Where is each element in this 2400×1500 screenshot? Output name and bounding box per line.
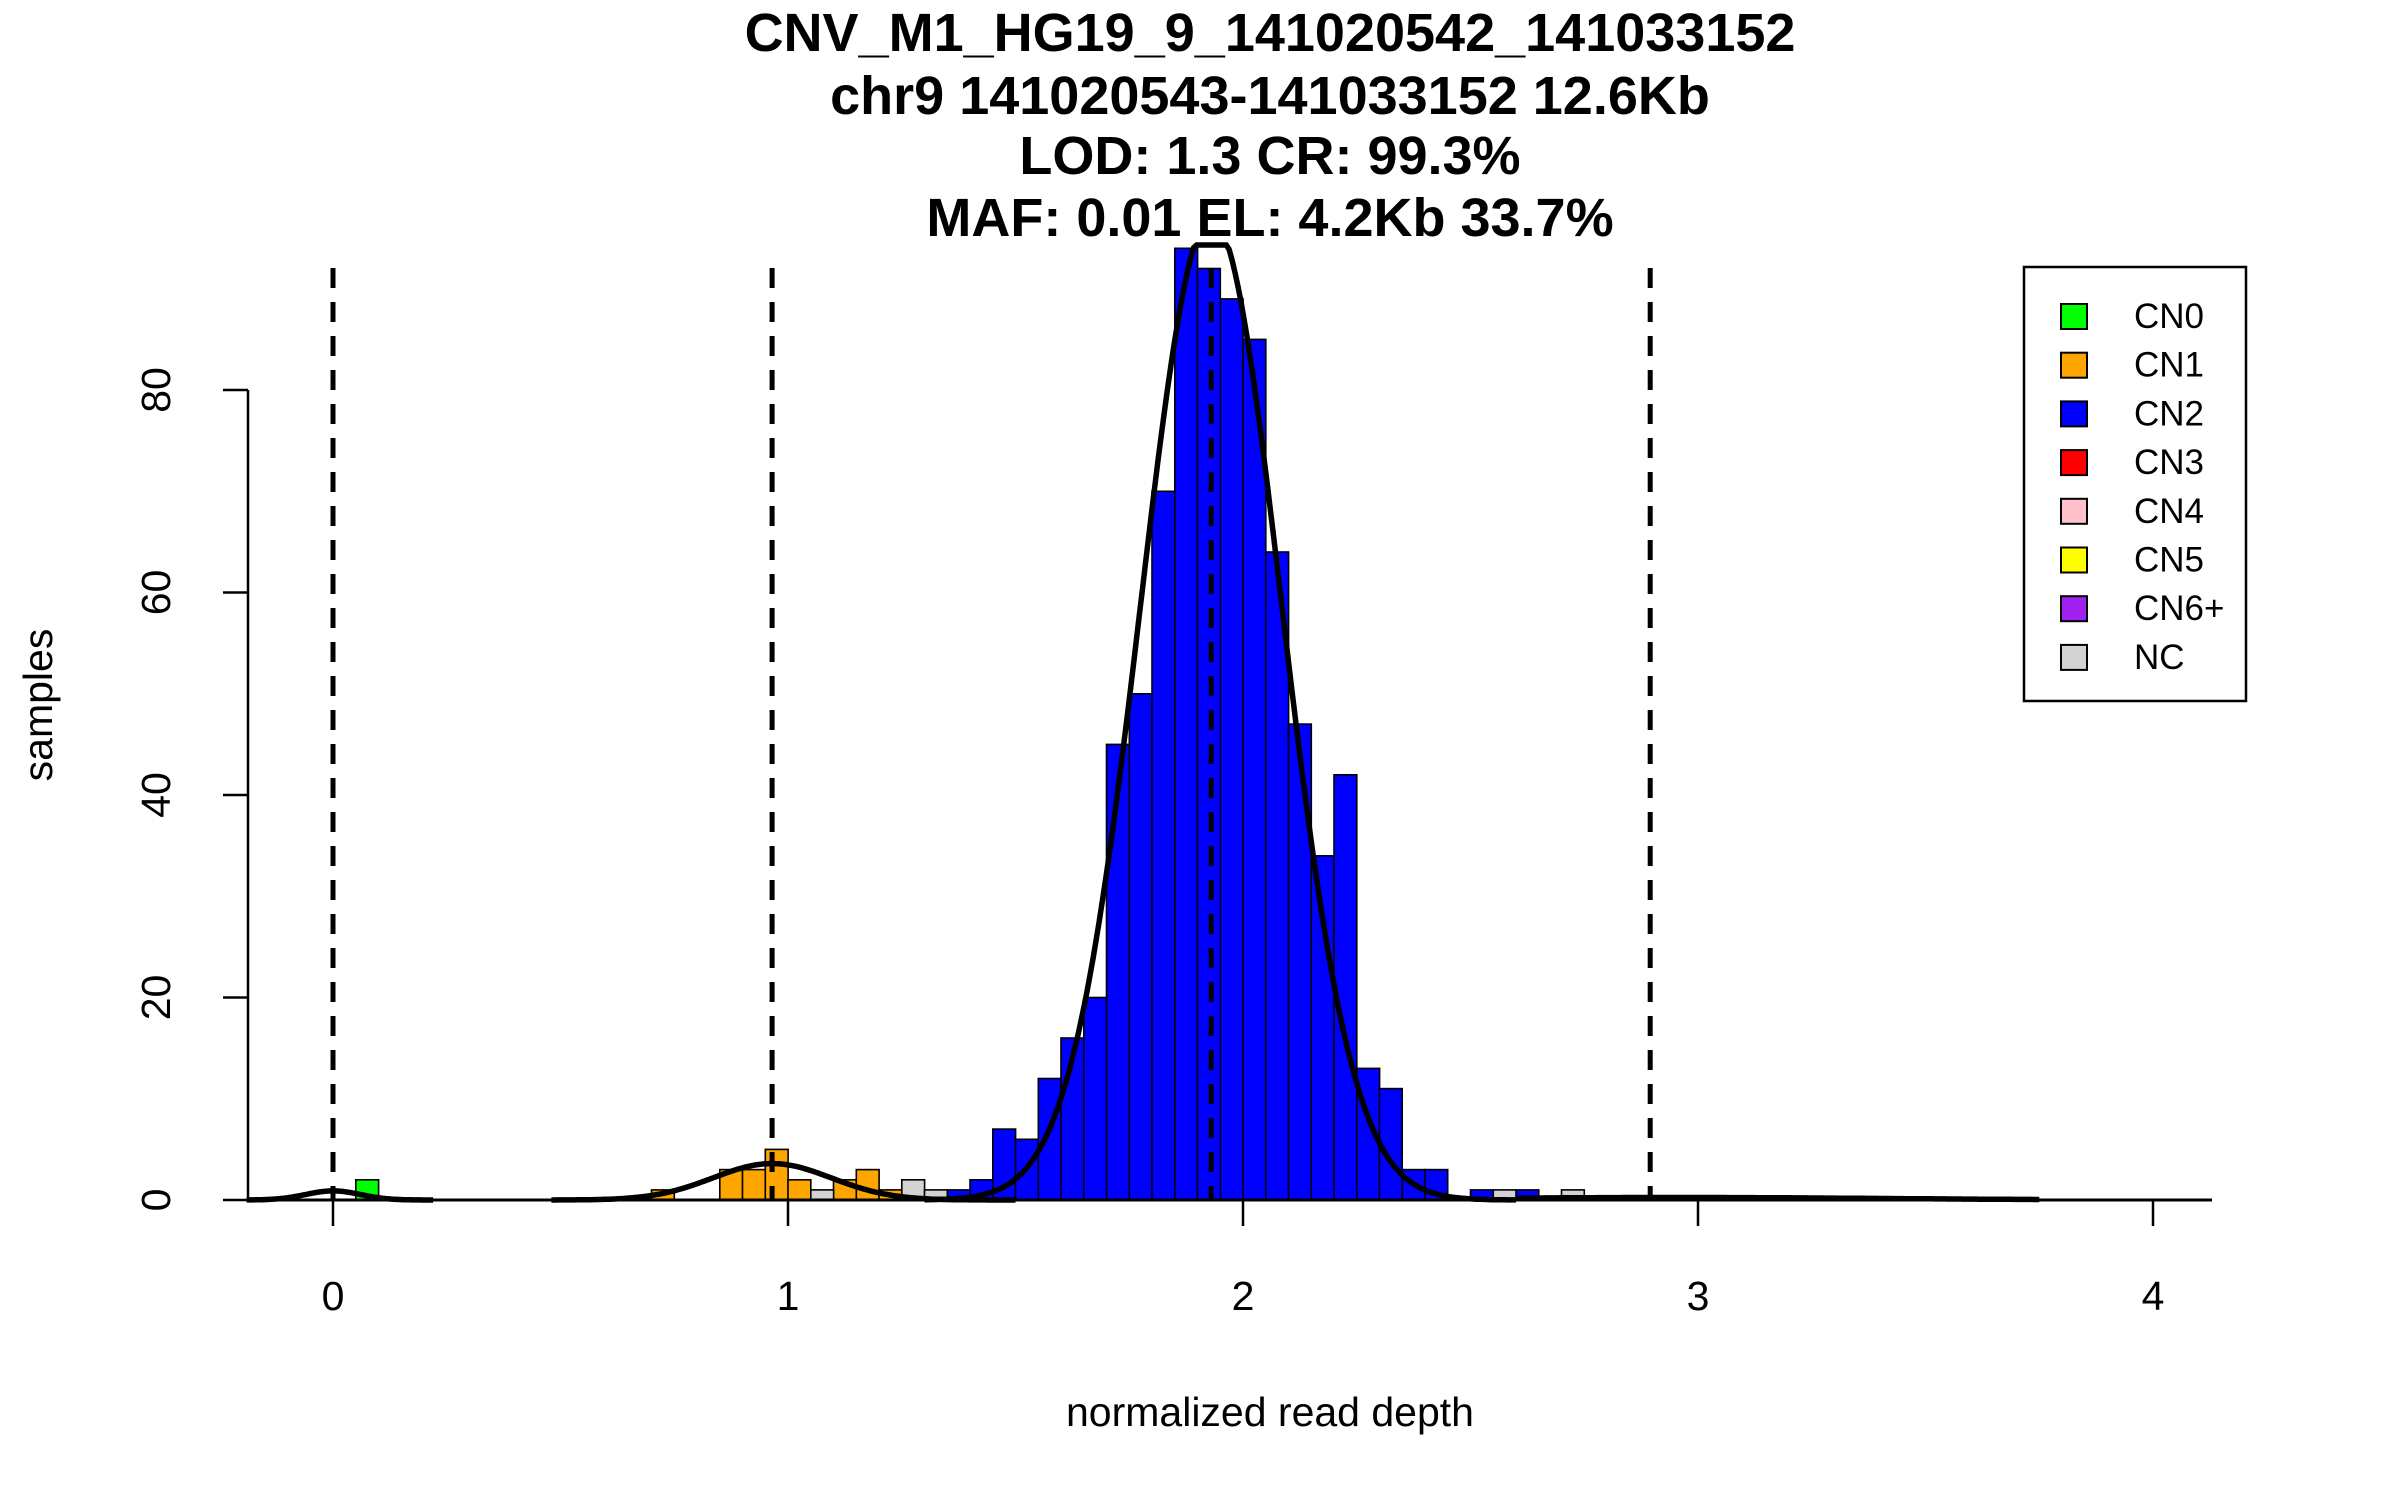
legend-label: CN3 bbox=[2134, 443, 2204, 482]
title-line-2: chr9 141020543-141033152 12.6Kb bbox=[830, 66, 1710, 126]
y-tick-label: 60 bbox=[133, 570, 179, 616]
y-tick-label: 0 bbox=[133, 1189, 179, 1212]
legend-label: CN0 bbox=[2134, 297, 2204, 336]
bar-cn2 bbox=[1174, 247, 1199, 1201]
histogram-bars bbox=[354, 247, 1586, 1201]
legend-items: CN0 CN1 CN2 CN3 CN4 CN5 CN6+ NC bbox=[2060, 297, 2224, 677]
bar-cn2 bbox=[1287, 723, 1313, 1201]
legend-swatch-cn4 bbox=[2060, 497, 2088, 525]
legend-swatch-nc bbox=[2060, 643, 2088, 671]
bar-cn1 bbox=[764, 1148, 789, 1201]
y-tick-label: 40 bbox=[133, 772, 179, 818]
bar-cn1 bbox=[787, 1179, 812, 1201]
legend-swatch-cn2 bbox=[2060, 400, 2088, 428]
bar-cn2 bbox=[1242, 338, 1267, 1201]
legend-label: CN5 bbox=[2134, 541, 2204, 580]
x-tick-label: 4 bbox=[2142, 1273, 2165, 1319]
bar-cn2 bbox=[1333, 773, 1358, 1201]
legend-swatch-cn6plus bbox=[2060, 595, 2088, 623]
bar-nc bbox=[809, 1189, 835, 1201]
x-tick-label: 1 bbox=[777, 1273, 800, 1319]
title-line-4: MAF: 0.01 EL: 4.2Kb 33.7% bbox=[926, 188, 1613, 248]
bar-cn2 bbox=[1151, 490, 1176, 1201]
legend-label: CN1 bbox=[2134, 346, 2204, 385]
y-axis: 0 20 40 60 80 bbox=[133, 367, 250, 1212]
bar-cn2 bbox=[1083, 996, 1108, 1201]
legend-swatch-cn3 bbox=[2060, 449, 2088, 477]
legend-swatch-cn0 bbox=[2060, 303, 2088, 330]
copy-number-reference-lines bbox=[330, 268, 1653, 1200]
title-line-1: CNV_M1_HG19_9_141020542_141033152 bbox=[745, 3, 1796, 63]
x-tick-label: 0 bbox=[322, 1273, 345, 1319]
bar-cn1 bbox=[741, 1168, 767, 1201]
chart-title: CNV_M1_HG19_9_141020542_141033152 chr9 1… bbox=[745, 3, 1796, 248]
x-tick-label: 2 bbox=[1232, 1273, 1255, 1319]
x-tick-label: 3 bbox=[1687, 1273, 1710, 1319]
legend-label: CN6+ bbox=[2134, 589, 2224, 628]
bar-cn2 bbox=[1105, 743, 1131, 1201]
y-axis-label: samples bbox=[15, 629, 61, 782]
bar-cn2 bbox=[1128, 692, 1153, 1201]
legend-swatch-cn1 bbox=[2060, 351, 2088, 379]
bar-cn1 bbox=[855, 1168, 880, 1201]
legend-label: NC bbox=[2134, 638, 2185, 677]
x-axis: 0 1 2 3 4 bbox=[248, 1198, 2212, 1319]
legend-label: CN2 bbox=[2134, 394, 2204, 433]
legend-swatch-cn5 bbox=[2060, 546, 2088, 574]
x-axis-label: normalized read depth bbox=[1066, 1389, 1474, 1435]
legend: CN0 CN1 CN2 CN3 CN4 CN5 CN6+ NC bbox=[2022, 265, 2248, 703]
title-line-3: LOD: 1.3 CR: 99.3% bbox=[1019, 126, 1520, 186]
density-curve bbox=[924, 242, 1516, 1203]
legend-box bbox=[2022, 265, 2248, 703]
bar-cn2 bbox=[1219, 298, 1244, 1201]
y-tick-label: 20 bbox=[133, 975, 179, 1021]
y-tick-label: 80 bbox=[133, 367, 179, 413]
legend-label: CN4 bbox=[2134, 492, 2204, 531]
